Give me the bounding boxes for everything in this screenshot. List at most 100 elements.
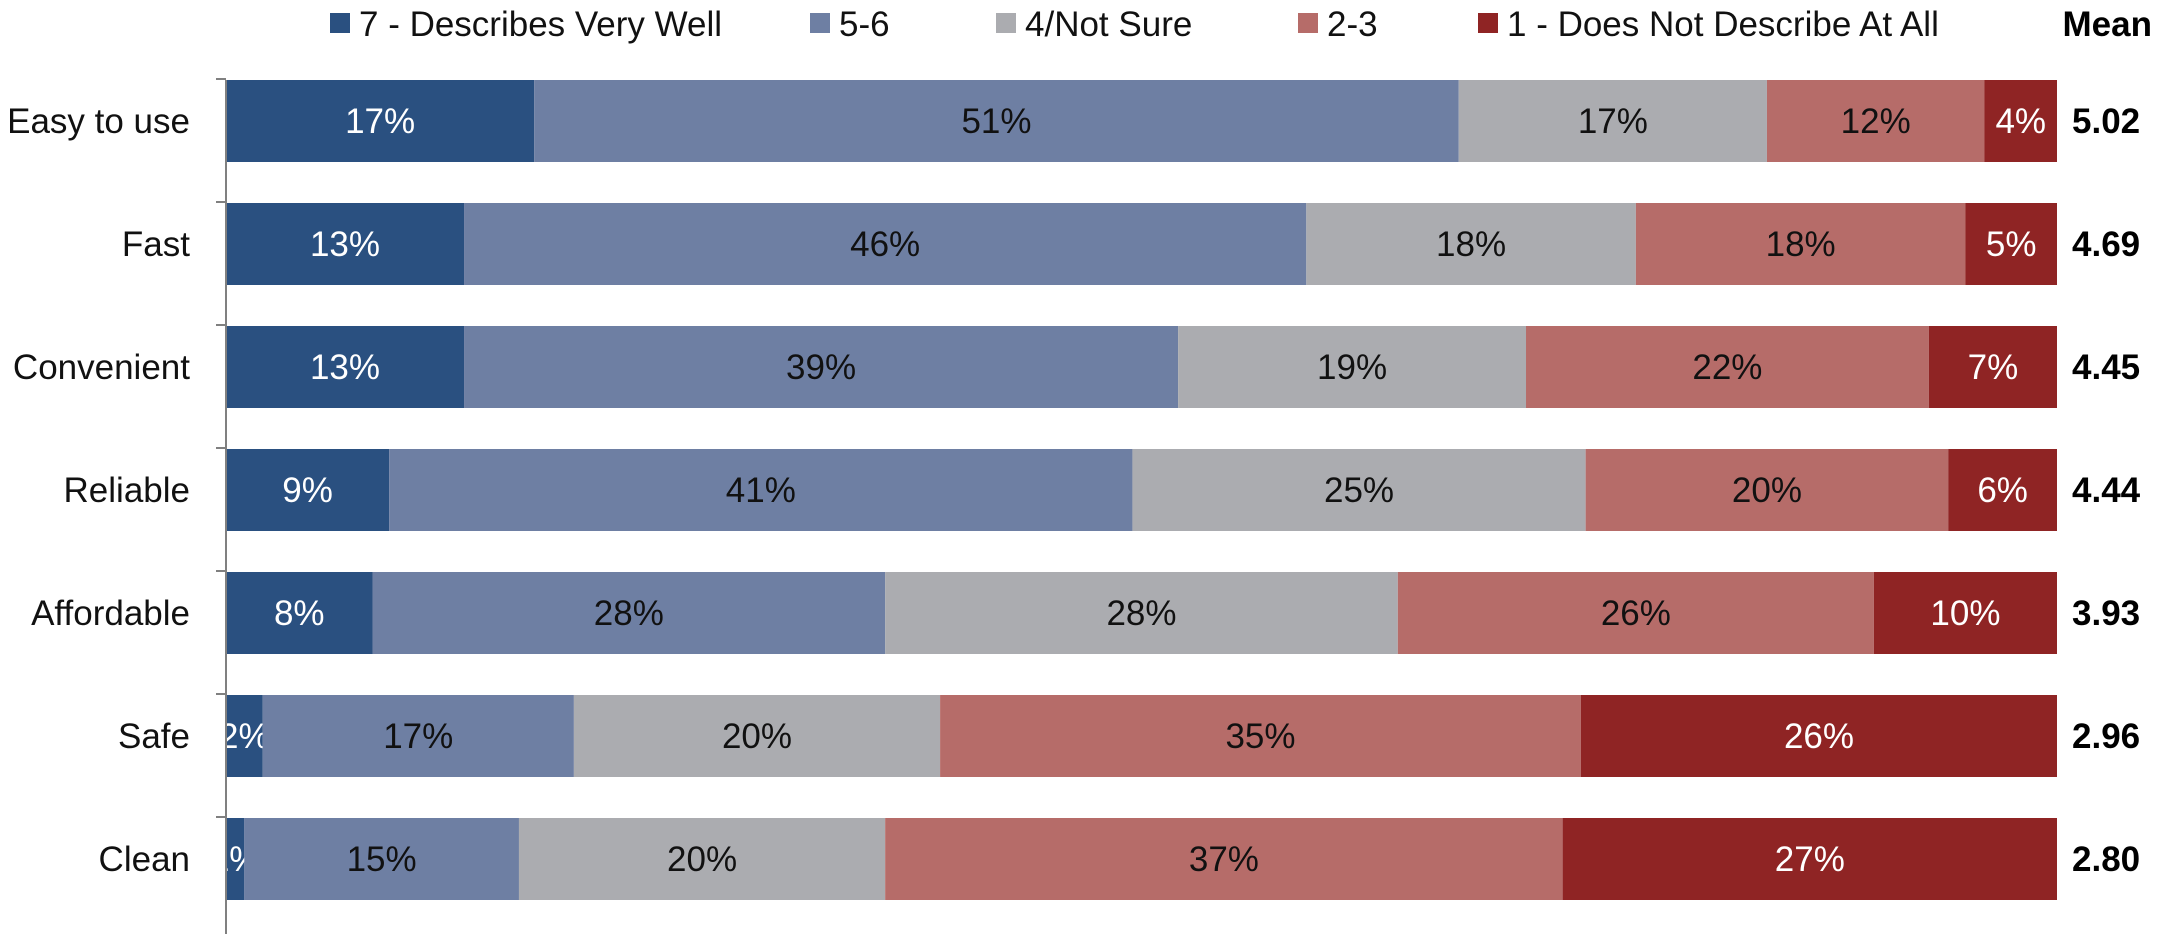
bar-segment-clean-2-3 — [885, 818, 1563, 900]
bar-segment-convenient-1-does-not-describe-at-all — [1928, 326, 2057, 408]
mean-value-clean: 2.80 — [2072, 840, 2140, 879]
bar-segment-easy-to-use-2-3 — [1766, 80, 1985, 162]
mean-value-safe: 2.96 — [2072, 717, 2140, 756]
legend-label-7-describes-very-well: 7 - Describes Very Well — [359, 5, 722, 44]
bar-segment-convenient-2-3 — [1526, 326, 1929, 408]
category-label-safe: Safe — [118, 717, 190, 756]
mean-values: 5.02 4.69 4.45 4.44 3.93 2.96 2.80 — [2072, 102, 2141, 879]
category-label-clean: Clean — [99, 840, 190, 879]
legend-label-4-not-sure: 4/Not Sure — [1025, 5, 1192, 44]
bar-segment-easy-to-use-5-6 — [534, 80, 1459, 162]
bar-segment-reliable-2-3 — [1585, 449, 1949, 531]
data-label: 8% — [274, 594, 325, 633]
category-label-easy-to-use: Easy to use — [7, 102, 190, 141]
data-label: 13% — [310, 348, 380, 387]
data-label: 26% — [1784, 717, 1854, 756]
legend: 7 - Describes Very Well 5-6 4/Not Sure 2-3 1… — [330, 5, 1939, 44]
bar-segment-fast-1-does-not-describe-at-all — [1965, 203, 2057, 285]
legend-label-2-3: 2-3 — [1327, 5, 1378, 44]
data-label: 35% — [1225, 717, 1295, 756]
bar-segment-reliable-5-6 — [389, 449, 1133, 531]
data-label: 15% — [347, 840, 417, 879]
data-label: 17% — [1578, 102, 1648, 141]
bar-segment-reliable-7-describes-very-well — [226, 449, 390, 531]
bar-segment-reliable-1-does-not-describe-at-all — [1948, 449, 2057, 531]
bar-segment-fast-5-6 — [464, 203, 1307, 285]
legend-swatch-4-not-sure — [996, 13, 1016, 33]
bar-segment-safe-5-6 — [262, 695, 574, 777]
bar-segment-safe-1-does-not-describe-at-all — [1580, 695, 2057, 777]
bar-segment-clean-4-not-sure — [518, 818, 886, 900]
bar-segment-affordable-1-does-not-describe-at-all — [1873, 572, 2057, 654]
bar-segment-convenient-5-6 — [464, 326, 1179, 408]
data-label: 20% — [722, 717, 792, 756]
bar-segment-affordable-7-describes-very-well — [226, 572, 373, 654]
bar-segment-easy-to-use-1-does-not-describe-at-all — [1984, 80, 2057, 162]
data-label: 19% — [1317, 348, 1387, 387]
data-label: 20% — [1732, 471, 1802, 510]
data-label: 6% — [1977, 471, 2028, 510]
bar-segment-affordable-5-6 — [372, 572, 886, 654]
legend-swatch-5-6 — [810, 13, 830, 33]
legend-swatch-1-does-not-describe-at-all — [1478, 13, 1498, 33]
category-label-fast: Fast — [122, 225, 190, 264]
data-label: 41% — [726, 471, 796, 510]
legend-swatch-2-3 — [1298, 13, 1318, 33]
bar-segment-easy-to-use-4-not-sure — [1458, 80, 1767, 162]
data-label: 26% — [1601, 594, 1671, 633]
data-label: 28% — [1106, 594, 1176, 633]
data-label: 25% — [1324, 471, 1394, 510]
data-label: 4% — [1995, 102, 2046, 141]
mean-value-convenient: 4.45 — [2072, 348, 2140, 387]
data-label: 37% — [1189, 840, 1259, 879]
bar-segment-clean-5-6 — [244, 818, 519, 900]
bar-segment-convenient-7-describes-very-well — [226, 326, 465, 408]
data-label: 17% — [383, 717, 453, 756]
mean-value-fast: 4.69 — [2072, 225, 2140, 264]
data-label: 12% — [1841, 102, 1911, 141]
data-label: 51% — [961, 102, 1031, 141]
category-label-affordable: Affordable — [31, 594, 190, 633]
bar-segment-clean-1-does-not-describe-at-all — [1562, 818, 2057, 900]
mean-value-reliable: 4.44 — [2072, 471, 2141, 510]
category-labels: Easy to use Fast Convenient Reliable Afforda… — [7, 102, 190, 879]
data-label: 46% — [850, 225, 920, 264]
data-label: 28% — [594, 594, 664, 633]
bar-segment-fast-4-not-sure — [1306, 203, 1636, 285]
bar-segment-safe-4-not-sure — [573, 695, 941, 777]
bar-segment-fast-2-3 — [1635, 203, 1966, 285]
data-label: 22% — [1692, 348, 1762, 387]
data-label: 39% — [786, 348, 856, 387]
data-label: 18% — [1436, 225, 1506, 264]
legend-swatch-7-describes-very-well — [330, 13, 350, 33]
data-label: 17% — [345, 102, 415, 141]
data-label: 10% — [1930, 594, 2000, 633]
bar-segment-affordable-4-not-sure — [885, 572, 1398, 654]
bar-segment-safe-2-3 — [940, 695, 1581, 777]
mean-column-header: Mean — [2063, 5, 2152, 44]
data-label: 7% — [1968, 348, 2019, 387]
bar-segment-reliable-4-not-sure — [1132, 449, 1586, 531]
category-label-convenient: Convenient — [13, 348, 190, 387]
bar-segment-easy-to-use-7-describes-very-well — [226, 80, 535, 162]
bar-segment-clean-7-describes-very-well — [226, 818, 245, 900]
bar-segment-fast-7-describes-very-well — [226, 203, 465, 285]
data-label: 13% — [310, 225, 380, 264]
bar-segment-convenient-4-not-sure — [1178, 326, 1527, 408]
legend-label-1-does-not-describe-at-all: 1 - Does Not Describe At All — [1507, 5, 1939, 44]
bars-group: 17% 51% 17% 12% 4% 13% 46% 18% 18% 5% 13% 39% 19% 22%… — [210, 80, 2057, 900]
data-label: 2% — [219, 717, 270, 756]
data-label: 5% — [1986, 225, 2037, 264]
mean-value-affordable: 3.93 — [2072, 594, 2140, 633]
data-label: 18% — [1766, 225, 1836, 264]
category-label-reliable: Reliable — [64, 471, 190, 510]
bar-segment-affordable-2-3 — [1397, 572, 1874, 654]
mean-value-easy-to-use: 5.02 — [2072, 102, 2140, 141]
data-label: 20% — [667, 840, 737, 879]
data-label: 27% — [1775, 840, 1845, 879]
data-label: 9% — [282, 471, 333, 510]
bar-segment-safe-7-describes-very-well — [226, 695, 263, 777]
legend-label-5-6: 5-6 — [839, 5, 890, 44]
category-axis — [216, 78, 227, 934]
